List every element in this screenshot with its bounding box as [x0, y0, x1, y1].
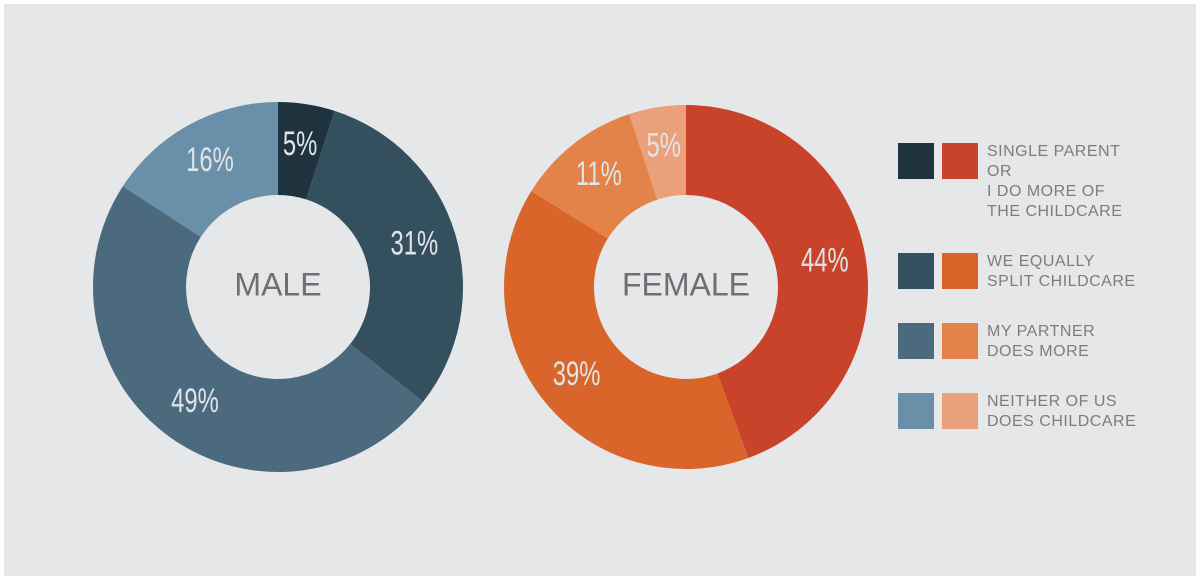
legend-label: SINGLE PARENT OR I DO MORE OF THE CHILDC… [987, 143, 1123, 220]
value-label: 31% [391, 224, 439, 262]
legend-swatch [898, 323, 934, 359]
center-label: FEMALE [622, 266, 750, 302]
center-label: MALE [234, 266, 321, 302]
donut-segment [629, 105, 686, 200]
legend-label: WE EQUALLY SPLIT CHILDCARE [987, 253, 1136, 290]
value-label: 5% [647, 127, 681, 165]
donut-segment [531, 114, 658, 239]
donut-segment [504, 191, 749, 469]
legend-swatch [942, 253, 978, 289]
legend-swatch [942, 323, 978, 359]
legend-swatch [942, 393, 978, 429]
legend-swatch [898, 393, 934, 429]
value-label: 16% [186, 141, 234, 179]
value-label: 5% [283, 125, 317, 163]
value-label: 11% [576, 155, 622, 193]
value-label: 49% [171, 382, 219, 420]
value-label: 44% [801, 241, 849, 279]
legend-label: NEITHER OF US DOES CHILDCARE [987, 393, 1137, 430]
legend-swatch [898, 253, 934, 289]
donut-segment [278, 102, 335, 200]
legend-swatch [942, 143, 978, 179]
value-label: 39% [553, 355, 601, 393]
legend-swatch [898, 143, 934, 179]
background [4, 4, 1196, 576]
donut-segment [686, 105, 868, 459]
donut-segment [93, 186, 424, 472]
donut-segment [122, 102, 278, 237]
donut-segment [306, 110, 463, 402]
legend-label: MY PARTNER DOES MORE [987, 323, 1096, 360]
